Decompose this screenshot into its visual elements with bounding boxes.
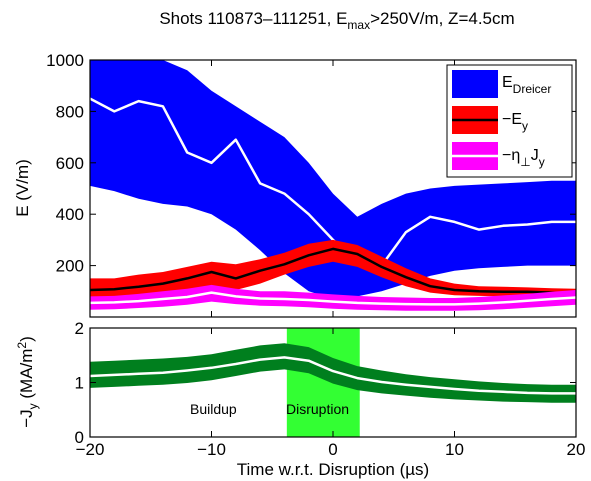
top-ylabel: E (V/m) [13,159,32,217]
legend-label-eta: −η⊥Jy [502,147,545,169]
legend-label-dreicer: EDreicer [502,74,551,96]
top-line-eta [90,291,576,306]
bottom-ytick-label: 1 [75,374,84,393]
bottom-ytick-label: 2 [75,319,84,338]
annotation-disruption: Disruption [286,401,349,417]
bottom-xtick-label: −10 [197,440,226,459]
top-band-dreicer [90,60,576,299]
top-ytick-label: 400 [56,205,84,224]
top-ytick-label: 800 [56,102,84,121]
bottom-xtick-label: −20 [76,440,105,459]
bottom-ytick-label: 0 [75,428,84,447]
top-panel: 200 400 600 800 1000 E (V/m) EDreicer −Ey −η… [13,51,577,318]
top-line-ey [90,247,576,295]
legend-item-eta: −η⊥Jy [452,142,545,170]
bottom-xtick-label: 0 [328,440,337,459]
legend-item-dreicer: EDreicer [452,70,551,98]
annotation-buildup: Buildup [190,401,237,417]
bottom-panel: 0 1 2 −20 −10 0 10 20 Buildup Disruption −Jy (M… [15,319,585,459]
bottom-line-jy [90,356,576,395]
bottom-xtick-label: 10 [445,440,464,459]
legend-swatch-dreicer [452,70,498,98]
top-ytick-label: 200 [56,257,84,276]
bottom-xtick-label: 20 [567,440,586,459]
legend-item-ey: −Ey [452,106,528,134]
top-ytick-label: 600 [56,154,84,173]
top-ytick-label: 1000 [46,51,84,70]
legend-label-ey: −Ey [502,111,528,133]
bottom-ylabel: −Jy (MA/m2) [15,336,40,428]
legend: EDreicer −Ey −η⊥Jy [446,64,573,178]
x-axis-label: Time w.r.t. Disruption (µs) [237,460,429,479]
title-subscript: max [347,18,370,32]
chart-title: Shots 110873–111251, Emax>250V/m, Z=4.5c… [159,9,514,32]
